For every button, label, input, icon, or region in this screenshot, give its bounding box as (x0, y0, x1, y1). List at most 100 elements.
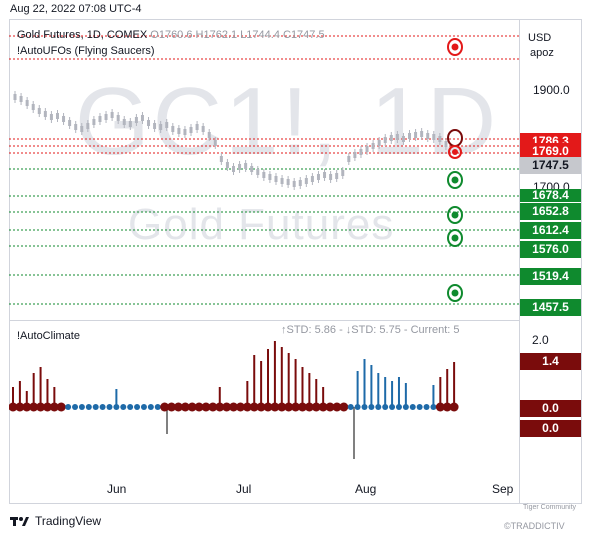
climate-dot (389, 404, 396, 410)
candle-body (134, 117, 138, 123)
candle-body (104, 114, 108, 120)
candle-body (347, 156, 351, 162)
date-label-jun: Jun (107, 482, 127, 496)
candle-body (414, 132, 418, 138)
candle-body (171, 126, 175, 132)
climate-dot (180, 402, 190, 412)
price-tag-green-5: 1519.4 (520, 268, 581, 285)
price-label-1900: 1900.0 (533, 83, 570, 97)
climate-dot (242, 402, 252, 412)
currency-label[interactable]: USD (528, 32, 552, 44)
climate-dot (270, 402, 280, 412)
climate-dot (29, 402, 39, 412)
candle-body (189, 127, 193, 133)
candle-body (13, 94, 17, 100)
climate-dot (430, 404, 437, 410)
timestamp: Aug 22, 2022 07:08 UTC-4 (10, 3, 142, 15)
candle-body (116, 115, 120, 121)
climate-dot (173, 402, 183, 412)
price-scale[interactable] (520, 19, 582, 504)
tiger-community-mark: Tiger Community (523, 504, 577, 511)
candle-body (323, 172, 327, 178)
candle-body (377, 140, 381, 146)
candle-body (250, 166, 254, 172)
candle-body (329, 174, 333, 180)
candle-body (286, 179, 290, 185)
candle-body (92, 119, 96, 125)
climate-dots (9, 402, 459, 412)
candle-body (140, 115, 144, 121)
tradingview-brand[interactable]: TradingView (10, 514, 101, 528)
climate-dot (120, 404, 127, 410)
climate-dot (36, 402, 46, 412)
candle-body (316, 174, 320, 180)
climate-dot (147, 404, 154, 410)
indicator-tag-zero-2: 0.0 (520, 420, 581, 437)
indicator-canvas[interactable] (9, 321, 520, 481)
candle-body (365, 146, 369, 152)
climate-dot (284, 402, 294, 412)
candle-body (177, 128, 181, 134)
price-tag-green-4: 1576.0 (520, 241, 581, 258)
climate-dot (106, 404, 113, 410)
symbol-legend[interactable]: Gold Futures, 1D, COMEX O1760.6 H1762.1 … (17, 29, 325, 41)
candle-body (256, 169, 260, 175)
climate-dot (395, 404, 402, 410)
tradingview-logo-icon (10, 517, 29, 526)
candle-body (183, 129, 187, 135)
candle-body (147, 120, 151, 126)
candle-body (304, 178, 308, 184)
price-tag-green-1: 1678.4 (520, 189, 581, 202)
candle-body (49, 114, 53, 120)
climate-dot (201, 402, 211, 412)
candle-body (383, 137, 387, 143)
candle-body (438, 136, 442, 142)
climate-dot (113, 404, 120, 410)
ufo-green-marker-4 (447, 284, 463, 302)
climate-dot (311, 402, 321, 412)
ohlc-values: O1760.6 H1762.1 L1744.4 C1747.5 (147, 29, 325, 41)
indicator-title[interactable]: !AutoClimate (17, 330, 80, 342)
candle-body (420, 131, 424, 137)
climate-dot (423, 404, 430, 410)
candle-body (359, 149, 363, 155)
climate-dot (208, 402, 218, 412)
candle-body (43, 111, 47, 117)
price-tag-green-6: 1457.5 (520, 299, 581, 316)
candle-body (262, 172, 266, 178)
climate-dot (99, 404, 106, 410)
climate-dot (291, 402, 301, 412)
candle-body (31, 104, 35, 110)
candle-body (98, 116, 102, 122)
candle-body (207, 132, 211, 138)
candle-body (341, 170, 345, 176)
unit-label: apoz (530, 47, 554, 59)
climate-dot (229, 402, 239, 412)
date-label-aug: Aug (355, 482, 377, 496)
climate-dot (85, 404, 92, 410)
climate-dot (92, 404, 99, 410)
candle-body (55, 113, 59, 119)
pane-separator[interactable] (9, 320, 520, 321)
climate-dot (409, 404, 416, 410)
price-tag-red-2: 1769.0 (520, 143, 581, 160)
candle-body (335, 173, 339, 179)
climate-dot (72, 404, 79, 410)
climate-dot (354, 404, 361, 410)
candle-body (298, 180, 302, 186)
candle-body (268, 174, 272, 180)
candle-body (232, 166, 235, 172)
ufo-red-marker-top (447, 38, 463, 56)
candle-body (274, 176, 278, 182)
climate-dot (22, 402, 32, 412)
candle-body (122, 119, 126, 125)
candle-body (244, 163, 248, 169)
author-handle: ©TRADDICTIV (504, 521, 565, 531)
climate-dot (361, 404, 368, 410)
climate-dot (435, 402, 445, 412)
climate-dot (318, 402, 328, 412)
indicator-legend[interactable]: !AutoUFOs (Flying Saucers) (17, 45, 155, 57)
candle-body (238, 164, 242, 170)
main-chart-canvas[interactable] (9, 19, 520, 504)
watermark-name: Gold Futures (128, 200, 395, 249)
